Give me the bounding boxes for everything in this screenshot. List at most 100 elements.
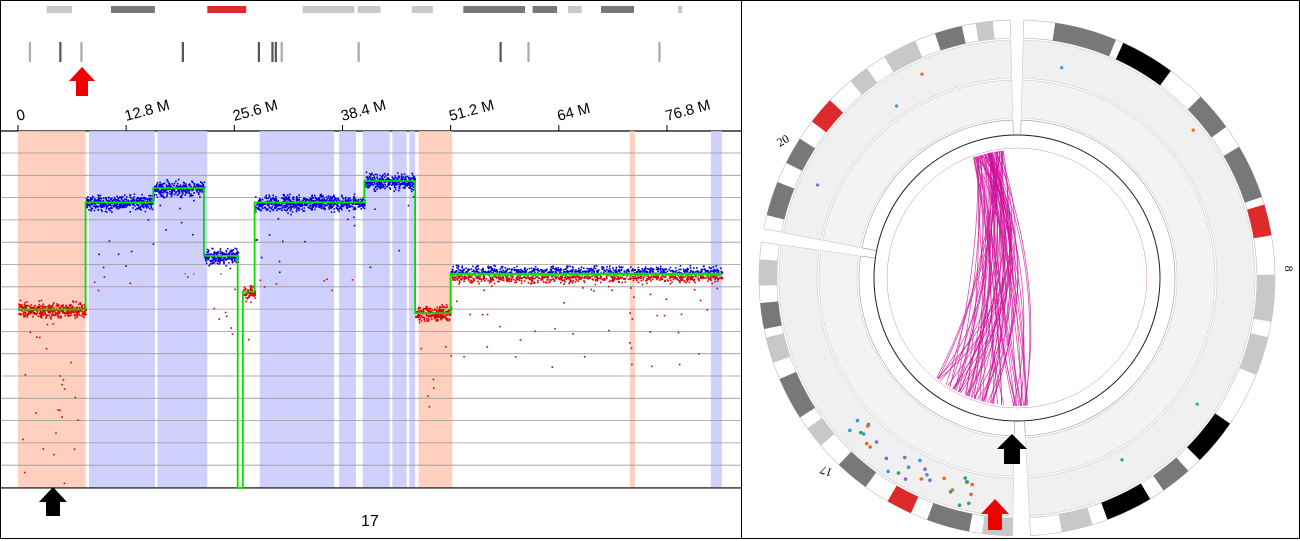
- probe-point: [256, 238, 259, 241]
- probe-point: [483, 274, 486, 276]
- probe-point: [228, 262, 230, 264]
- probe-point: [542, 271, 545, 273]
- probe-point: [169, 190, 171, 193]
- probe-point: [462, 272, 464, 274]
- probe-point: [258, 205, 260, 208]
- probe-point: [131, 199, 133, 202]
- probe-point: [467, 274, 470, 277]
- probe-point: [190, 195, 193, 197]
- probe-point: [563, 302, 565, 304]
- probe-point: [683, 270, 685, 273]
- probe-point: [299, 205, 301, 208]
- probe-point: [498, 271, 501, 273]
- probe-point: [275, 204, 278, 207]
- probe-point: [494, 265, 496, 267]
- probe-point: [613, 275, 616, 277]
- probe-point: [480, 280, 483, 282]
- probe-point: [335, 207, 338, 209]
- probe-point: [55, 312, 57, 314]
- probe-point: [287, 194, 289, 197]
- probe-point: [116, 195, 118, 198]
- probe-point: [322, 195, 324, 197]
- probe-point: [612, 279, 615, 282]
- probe-point: [185, 189, 187, 192]
- probe-point: [158, 191, 161, 194]
- probe-point: [109, 209, 112, 212]
- probe-point: [254, 208, 257, 211]
- probe-point: [244, 288, 246, 291]
- probe-point: [78, 314, 80, 316]
- probe-point: [350, 199, 352, 201]
- probe-point: [285, 196, 287, 198]
- probe-point: [341, 205, 343, 207]
- probe-point: [42, 305, 45, 308]
- axis-tick-label: 12.8 M: [123, 97, 172, 125]
- probe-point: [162, 195, 164, 198]
- probe-point: [641, 283, 644, 286]
- probe-point: [680, 268, 682, 271]
- probe-point: [182, 184, 185, 186]
- probe-point: [419, 315, 421, 317]
- probe-point: [700, 274, 703, 277]
- probe-point: [440, 314, 442, 317]
- probe-point: [199, 190, 201, 193]
- probe-point: [460, 274, 463, 276]
- probe-point: [225, 249, 227, 252]
- probe-point: [594, 267, 597, 270]
- marker-arrow-icon: [39, 487, 67, 516]
- probe-point: [714, 278, 716, 281]
- probe-point: [36, 336, 38, 338]
- probe-point: [628, 270, 630, 273]
- probe-point: [685, 269, 687, 271]
- probe-point: [541, 269, 543, 271]
- probe-point: [427, 308, 430, 311]
- probe-point: [532, 275, 534, 277]
- probe-point: [412, 177, 414, 179]
- probe-point: [165, 186, 168, 188]
- probe-point: [418, 321, 421, 324]
- probe-point: [531, 270, 533, 273]
- probe-point: [356, 203, 359, 205]
- probe-point: [425, 314, 428, 317]
- probe-point: [219, 248, 222, 250]
- probe-point: [324, 205, 326, 207]
- probe-point: [533, 282, 536, 284]
- probe-point: [224, 311, 227, 314]
- probe-point: [71, 307, 74, 310]
- probe-point: [19, 299, 22, 302]
- probe-point: [41, 312, 43, 314]
- probe-point: [658, 268, 660, 270]
- probe-point: [594, 275, 597, 278]
- snv-dot: [868, 445, 872, 449]
- probe-point: [303, 197, 305, 199]
- probe-point: [384, 184, 386, 186]
- probe-point: [607, 269, 609, 272]
- probe-point: [66, 311, 68, 314]
- probe-point: [426, 315, 429, 318]
- probe-point: [468, 280, 471, 283]
- probe-point: [212, 256, 214, 259]
- probe-point: [500, 271, 503, 274]
- probe-point: [403, 178, 405, 180]
- probe-point: [170, 186, 173, 188]
- probe-point: [414, 177, 416, 180]
- probe-point: [445, 306, 447, 309]
- probe-point: [571, 275, 573, 277]
- probe-point: [318, 206, 321, 209]
- probe-point: [417, 314, 419, 316]
- probe-point: [661, 271, 664, 274]
- probe-point: [77, 303, 80, 306]
- probe-point: [161, 185, 164, 188]
- probe-point: [416, 316, 418, 318]
- probe-point: [179, 184, 182, 186]
- probe-point: [361, 199, 364, 201]
- probe-point: [55, 305, 58, 308]
- probe-point: [252, 294, 254, 297]
- probe-point: [419, 307, 422, 309]
- probe-point: [516, 265, 518, 268]
- probe-point: [691, 278, 693, 280]
- probe-point: [404, 187, 406, 189]
- probe-point: [496, 269, 498, 272]
- probe-point: [371, 173, 373, 176]
- snv-dot: [919, 477, 924, 481]
